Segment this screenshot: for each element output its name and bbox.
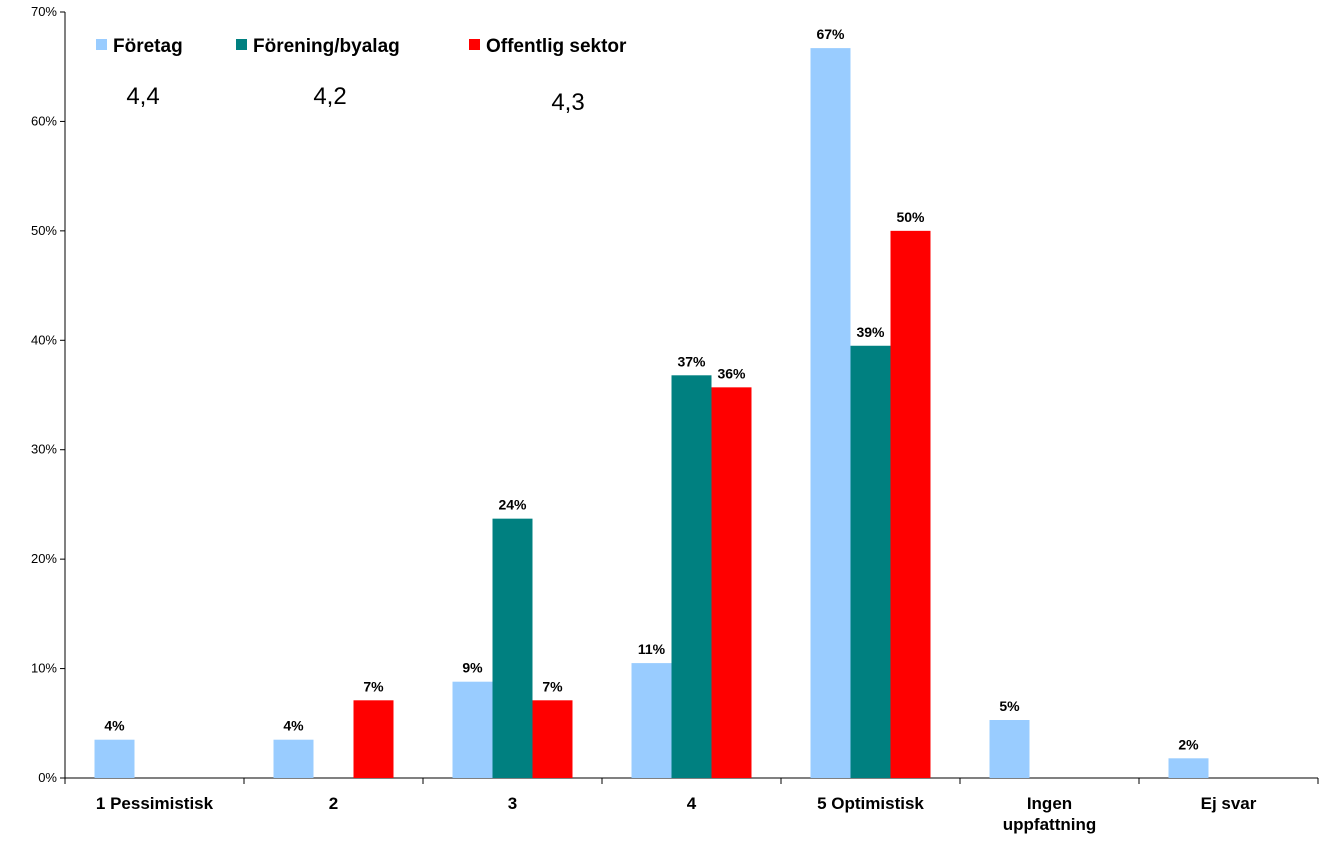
category-label: 2 xyxy=(329,794,338,813)
data-label: 4% xyxy=(104,718,125,734)
category-label: 4 xyxy=(687,794,697,813)
bar xyxy=(711,387,752,778)
y-tick-label: 60% xyxy=(31,113,57,128)
y-tick-label: 20% xyxy=(31,551,57,566)
bar xyxy=(273,739,314,778)
data-label: 67% xyxy=(816,26,845,42)
data-label: 4% xyxy=(283,718,304,734)
legend-swatch xyxy=(236,39,247,50)
legend-label: Förening/byalag xyxy=(253,36,400,57)
bar xyxy=(810,48,851,778)
bar xyxy=(94,739,135,778)
bar xyxy=(890,230,931,778)
data-label: 5% xyxy=(999,698,1020,714)
y-tick-label: 40% xyxy=(31,332,57,347)
legend-swatch xyxy=(469,39,480,50)
legend-label: Företag xyxy=(113,36,183,57)
y-axis: 0% 10% 20% 30% 40% 50% 60% 70% xyxy=(31,4,66,785)
y-tick-label: 0% xyxy=(38,770,57,785)
bar xyxy=(1168,758,1209,778)
bar xyxy=(353,700,394,778)
legend-label: Offentlig sektor xyxy=(486,36,627,57)
bars xyxy=(94,48,1209,778)
data-label: 7% xyxy=(363,678,384,694)
bar xyxy=(492,518,533,778)
legend: Företag Förening/byalag Offentlig sektor xyxy=(96,36,627,57)
category-label: Ingen uppfattning xyxy=(1003,794,1096,834)
average-annotation: 4,3 xyxy=(551,89,584,116)
average-annotation: 4,2 xyxy=(313,83,346,110)
category-label: Ej svar xyxy=(1201,794,1257,813)
bar xyxy=(532,700,573,778)
x-axis: 1 Pessimistisk 2 3 4 5 Optimistisk Ingen uppfa… xyxy=(64,777,1319,834)
y-tick-label: 50% xyxy=(31,223,57,238)
category-label: 3 xyxy=(508,794,517,813)
bar xyxy=(631,663,672,778)
data-label: 50% xyxy=(896,209,925,225)
bar xyxy=(671,375,712,778)
data-labels: 4% 4% 7% 9% 24% 7% 11% 37% 36% 67% 39% 50% 5% 2% xyxy=(104,26,1199,752)
data-label: 24% xyxy=(498,497,527,513)
category-label: 1 Pessimistisk xyxy=(96,794,214,813)
data-label: 9% xyxy=(462,660,483,676)
data-label: 11% xyxy=(638,641,666,657)
y-tick-label: 10% xyxy=(31,661,57,676)
data-label: 7% xyxy=(542,678,563,694)
y-tick-label: 30% xyxy=(31,442,57,457)
bar xyxy=(452,681,493,778)
data-label: 37% xyxy=(677,353,706,369)
average-annotation: 4,4 xyxy=(126,83,159,110)
bar xyxy=(850,345,891,778)
legend-swatch xyxy=(96,39,107,50)
category-label: 5 Optimistisk xyxy=(817,794,924,813)
annotations: 4,4 4,2 4,3 xyxy=(126,83,584,116)
y-tick-label: 70% xyxy=(31,4,57,19)
bar xyxy=(989,720,1030,778)
data-label: 36% xyxy=(717,365,746,381)
data-label: 39% xyxy=(856,324,885,340)
data-label: 2% xyxy=(1178,736,1199,752)
